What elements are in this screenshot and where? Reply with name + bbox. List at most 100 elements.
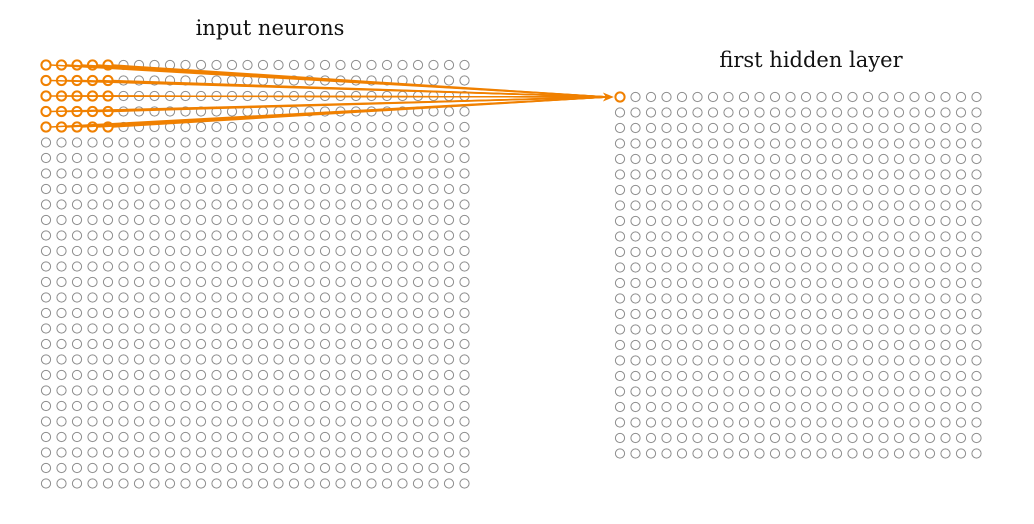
hidden-neuron — [971, 246, 982, 258]
receptive-field-neuron — [55, 59, 68, 71]
hidden-neuron — [661, 91, 672, 103]
hidden-neuron — [940, 262, 951, 273]
hidden-neuron — [707, 91, 719, 103]
hidden-neuron — [785, 122, 796, 134]
hidden-neuron — [630, 417, 641, 428]
input-neuron — [226, 199, 238, 210]
input-neuron — [242, 338, 253, 350]
hidden-neuron — [692, 355, 703, 366]
hidden-neuron — [971, 184, 982, 196]
hidden-neuron — [676, 339, 688, 351]
hidden-neuron — [692, 231, 703, 242]
input-neuron — [366, 276, 377, 288]
input-neuron — [149, 323, 160, 334]
input-neuron — [412, 121, 424, 133]
hidden-neuron — [971, 401, 982, 413]
input-neuron — [118, 307, 129, 319]
input-neuron — [133, 245, 145, 257]
input-neuron — [459, 152, 470, 164]
hidden-neuron — [785, 293, 796, 304]
input-neuron — [397, 230, 408, 241]
input-neuron — [149, 400, 160, 412]
hidden-neuron — [785, 91, 796, 103]
hidden-neuron — [816, 401, 827, 413]
hidden-neuron — [924, 200, 936, 211]
hidden-neuron — [614, 153, 626, 165]
input-neuron — [443, 447, 455, 458]
input-neuron — [195, 121, 207, 133]
receptive-field-neuron — [71, 74, 83, 87]
hidden-neuron — [785, 417, 796, 428]
input-neuron — [381, 245, 393, 257]
input-neuron — [381, 59, 393, 71]
hidden-neuron — [862, 262, 874, 273]
hidden-neuron — [862, 324, 874, 335]
input-neuron — [87, 478, 98, 489]
hidden-neuron — [707, 355, 719, 366]
hidden-neuron — [862, 339, 874, 351]
hidden-neuron — [630, 138, 641, 149]
input-neuron — [257, 121, 269, 133]
hidden-neuron — [692, 339, 703, 351]
hidden-neuron — [614, 417, 626, 428]
hidden-neuron — [971, 107, 982, 118]
input-neuron — [459, 447, 470, 458]
input-neuron — [288, 354, 300, 365]
hidden-neuron — [893, 153, 905, 165]
hidden-neuron — [924, 370, 936, 382]
input-neuron — [335, 59, 346, 71]
input-neuron — [226, 385, 238, 396]
input-neuron — [226, 168, 238, 179]
hidden-neuron — [924, 153, 936, 165]
hidden-neuron — [723, 386, 734, 397]
hidden-neuron — [769, 122, 781, 134]
input-neuron — [180, 214, 191, 226]
input-neuron — [211, 261, 222, 272]
input-neuron — [257, 137, 269, 148]
hidden-neuron — [909, 138, 920, 149]
hidden-neuron — [800, 200, 812, 211]
input-neuron — [257, 230, 269, 241]
input-neuron — [366, 137, 377, 148]
hidden-neuron — [816, 448, 827, 459]
input-neuron — [273, 400, 284, 412]
input-neuron — [443, 121, 455, 133]
input-neuron — [381, 447, 393, 458]
input-neuron — [56, 447, 67, 458]
input-neuron — [319, 183, 331, 195]
hidden-neuron — [862, 370, 874, 382]
input-neuron — [226, 137, 238, 148]
input-neuron — [397, 323, 408, 334]
input-neuron — [428, 323, 439, 334]
hidden-neuron — [940, 324, 951, 335]
hidden-neuron — [785, 277, 796, 289]
input-neuron — [180, 168, 191, 179]
input-neuron — [195, 276, 207, 288]
hidden-neuron — [800, 293, 812, 304]
input-neuron — [366, 199, 377, 210]
input-neuron — [273, 307, 284, 319]
input-neuron — [381, 106, 393, 117]
hidden-neuron — [785, 448, 796, 459]
hidden-neuron — [924, 308, 936, 320]
hidden-neuron — [893, 200, 905, 211]
input-neuron — [428, 168, 439, 179]
input-neuron — [257, 447, 269, 458]
receptive-field-neuron — [71, 121, 83, 133]
hidden-neuron — [800, 231, 812, 242]
hidden-neuron — [614, 293, 626, 304]
hidden-neuron — [661, 401, 672, 413]
input-neuron — [87, 261, 98, 272]
hidden-neuron — [831, 262, 843, 273]
input-neuron — [133, 137, 145, 148]
input-neuron — [133, 261, 145, 272]
input-neuron — [226, 276, 238, 288]
input-neuron — [180, 462, 191, 474]
input-neuron — [149, 416, 160, 427]
hidden-neuron — [831, 277, 843, 289]
hidden-neuron — [924, 122, 936, 134]
input-neuron — [257, 307, 269, 319]
input-neuron — [133, 199, 145, 210]
input-neuron — [273, 183, 284, 195]
hidden-neuron — [862, 293, 874, 304]
